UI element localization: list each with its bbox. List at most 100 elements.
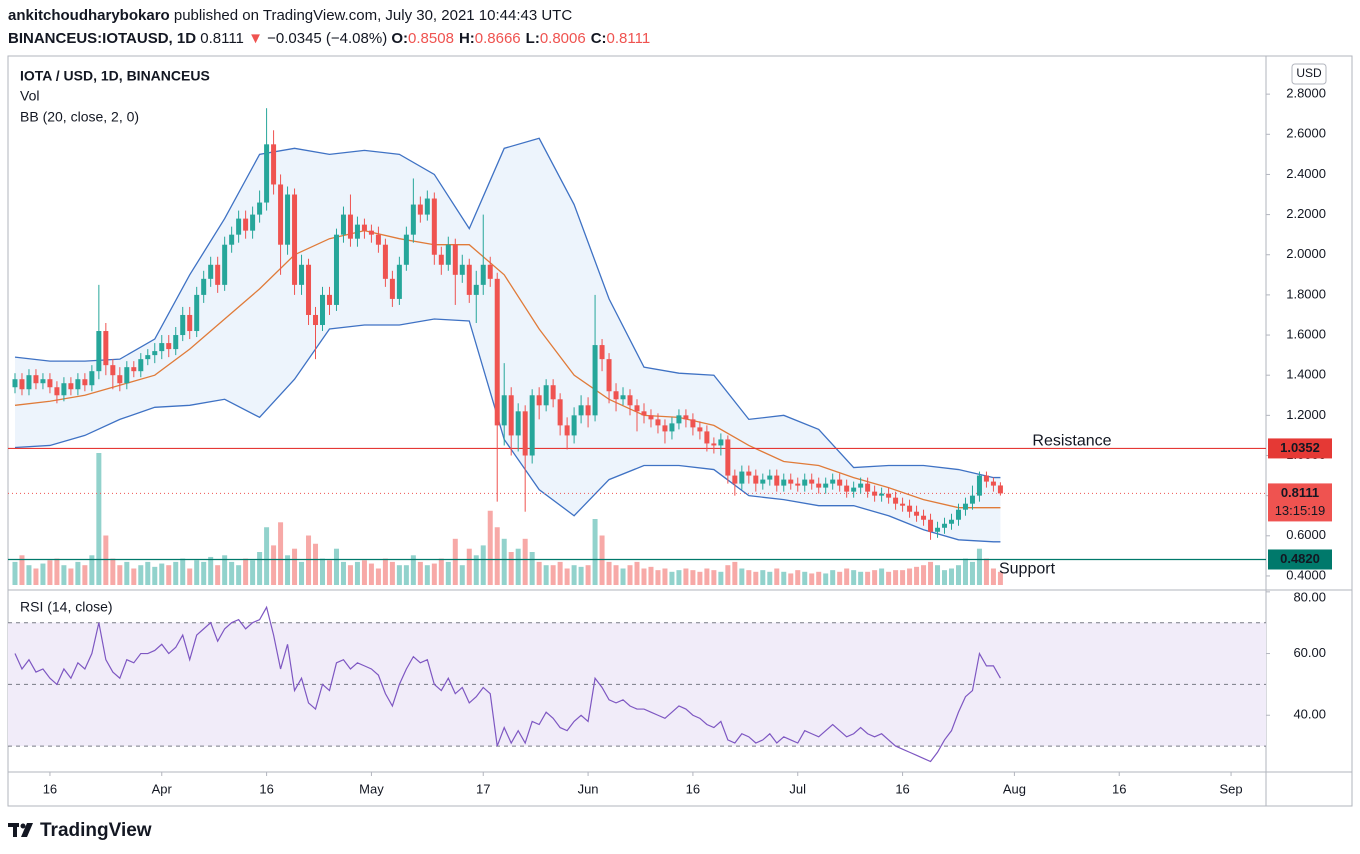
candle-body bbox=[389, 278, 395, 299]
candle-body bbox=[166, 343, 172, 350]
level-box bbox=[1268, 438, 1332, 459]
volume-bar bbox=[166, 565, 172, 585]
ohlc-value: 0.8006 bbox=[539, 30, 586, 47]
volume-bar bbox=[739, 568, 745, 585]
candle-body bbox=[326, 294, 332, 305]
volume-bar bbox=[942, 570, 948, 585]
currency-button[interactable] bbox=[1291, 63, 1327, 85]
candle-body bbox=[613, 391, 619, 400]
y-tick-label: 2.6000 bbox=[1286, 126, 1326, 141]
volume-bar bbox=[550, 565, 556, 585]
volume-bar bbox=[103, 535, 109, 585]
volume-bar bbox=[662, 568, 668, 585]
volume-bar bbox=[431, 563, 437, 585]
ohlc-value: 0.8111 bbox=[606, 30, 651, 47]
volume-bar bbox=[75, 561, 81, 585]
volume-bar bbox=[124, 561, 130, 585]
candle-body bbox=[760, 479, 766, 484]
volume-bar bbox=[501, 538, 507, 585]
candle-body bbox=[264, 144, 270, 203]
candle-body bbox=[285, 194, 291, 245]
volume-bar bbox=[19, 555, 25, 585]
candle-body bbox=[592, 345, 598, 416]
candle-body bbox=[47, 379, 53, 388]
volume-bar bbox=[928, 561, 934, 585]
published: published on TradingView.com, July 30, 2… bbox=[173, 7, 573, 24]
x-tick-label: Apr bbox=[152, 781, 173, 796]
candle-body bbox=[739, 471, 745, 484]
candle-body bbox=[962, 503, 968, 510]
x-tick-label: 16 bbox=[895, 781, 909, 796]
volume-bar bbox=[201, 561, 207, 585]
volume-bar bbox=[914, 566, 920, 585]
volume-bar bbox=[459, 565, 465, 585]
legend-bands: BB (20, close, 2, 0) bbox=[20, 109, 139, 125]
candle-body bbox=[292, 194, 298, 285]
candle-body bbox=[257, 202, 263, 215]
logo-part bbox=[20, 823, 26, 829]
logo-part bbox=[13, 823, 17, 837]
volume-bar bbox=[683, 568, 689, 585]
candle-body bbox=[781, 479, 787, 486]
volume-bar bbox=[837, 571, 843, 585]
candle-body bbox=[473, 284, 479, 295]
volume-bar bbox=[543, 565, 549, 585]
candle-body bbox=[627, 395, 633, 406]
volume-bar bbox=[886, 571, 892, 585]
volume-bar bbox=[802, 571, 808, 585]
author[interactable]: ankitchoudharybokaro bbox=[8, 7, 170, 24]
candle-body bbox=[340, 214, 346, 235]
volume-bar bbox=[26, 565, 32, 585]
level-label: 0.4820 bbox=[1280, 551, 1320, 566]
volume-bar bbox=[354, 561, 360, 585]
volume-bar bbox=[949, 568, 954, 585]
candle-body bbox=[802, 479, 808, 486]
currency-label[interactable]: USD bbox=[1296, 66, 1322, 80]
volume-bar bbox=[983, 558, 989, 585]
candle-body bbox=[173, 335, 179, 350]
volume-bar bbox=[816, 571, 822, 585]
candle-body bbox=[704, 431, 710, 444]
candle-body bbox=[313, 314, 319, 326]
volume-bar bbox=[697, 571, 703, 585]
candle-body bbox=[949, 519, 954, 524]
candle-body bbox=[278, 184, 284, 245]
candle-body bbox=[396, 264, 402, 299]
level-name: Support bbox=[999, 561, 1056, 578]
band-upper bbox=[14, 137, 1001, 479]
candle-body bbox=[676, 415, 682, 424]
candle-body bbox=[243, 218, 249, 231]
candle-body bbox=[816, 483, 822, 488]
header-line: BINANCEUS:IOTAUSD, 1D 0.8111 ▼ −0.0345 (… bbox=[8, 30, 655, 47]
candle-body bbox=[354, 224, 360, 239]
change: −0.0345 (−4.08%) bbox=[267, 30, 388, 47]
candle-body bbox=[983, 475, 989, 482]
volume-bar bbox=[445, 561, 451, 585]
volume-bar bbox=[795, 570, 801, 585]
last-price: 0.8111 bbox=[200, 30, 244, 47]
candle-body bbox=[921, 515, 927, 520]
candle-body bbox=[438, 254, 444, 265]
volume-bar bbox=[508, 552, 514, 585]
candle-body bbox=[955, 509, 961, 520]
band-basis bbox=[14, 229, 1001, 509]
candle-body bbox=[124, 367, 130, 384]
volume-bar bbox=[243, 558, 249, 585]
volume-bar bbox=[830, 570, 836, 585]
volume-bar bbox=[89, 555, 95, 585]
y-tick-label: 0.4000 bbox=[1286, 567, 1326, 582]
chart-title: IOTA / USD, 1D, BINANCEUS bbox=[20, 68, 210, 84]
volume-bar bbox=[997, 571, 1003, 585]
candle-body bbox=[662, 425, 668, 432]
brand: TradingView bbox=[40, 820, 152, 841]
candle-body bbox=[823, 483, 829, 488]
candle-body bbox=[250, 214, 256, 231]
header-line: ankitchoudharybokaro published on Tradin… bbox=[8, 7, 572, 24]
volume-bar bbox=[711, 570, 717, 585]
volume-bar bbox=[564, 568, 570, 585]
volume-bar bbox=[473, 555, 479, 585]
volume-bar bbox=[969, 561, 975, 585]
ohlc: O:0.8508 H:0.8666 L:0.8006 C:0.8111 bbox=[391, 30, 655, 47]
volume-bar bbox=[438, 558, 444, 585]
ohlc-key: O: bbox=[391, 30, 409, 47]
